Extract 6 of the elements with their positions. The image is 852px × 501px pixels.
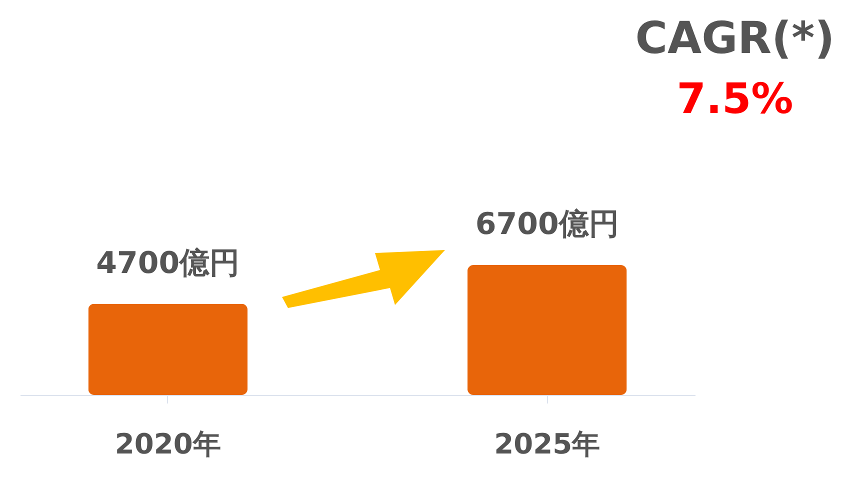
x-tick-label: 2025年 xyxy=(494,428,600,460)
data-label: 6700億円 xyxy=(475,207,619,242)
data-label: 4700億円 xyxy=(96,246,240,281)
text: 7.5% xyxy=(676,74,794,123)
x-tick-label: 2020年 xyxy=(114,428,221,460)
text: CAGR(*) xyxy=(635,13,835,64)
